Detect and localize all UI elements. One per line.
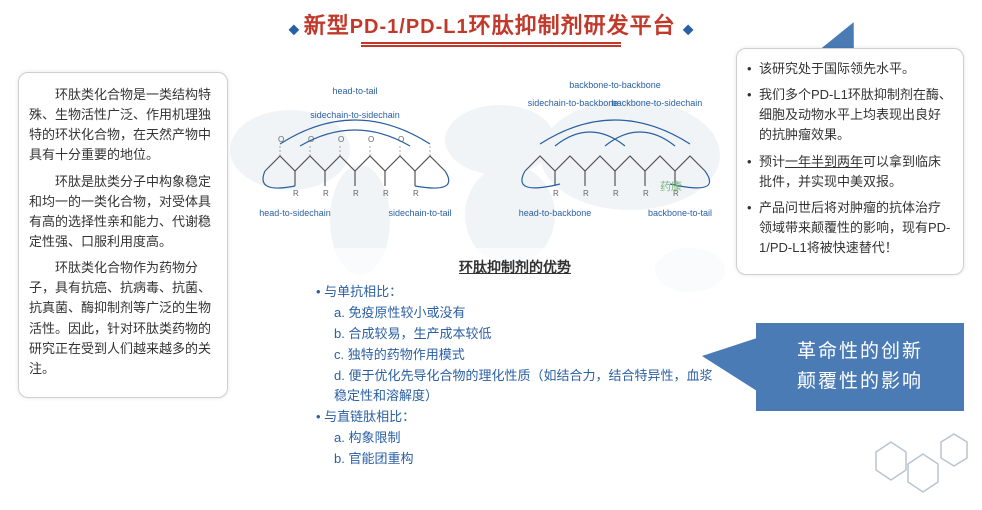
- title-bar: ◆ 新型PD-1/PD-L1环肽抑制剂研发平台 ◆: [0, 0, 982, 48]
- svg-text:R: R: [583, 189, 589, 198]
- lbl-bb-to-bb: backbone-to-backbone: [569, 80, 661, 90]
- right-highlights-box: 该研究处于国际领先水平。 我们多个PD-L1环肽抑制剂在酶、细胞及动物水平上均表…: [736, 48, 964, 275]
- chem-structures: R R R R R O O O O O head-to-tail sidechain-to-si…: [245, 76, 735, 226]
- lbl-head-to-sc: head-to-sidechain: [259, 208, 331, 218]
- adv-h1: • 与单抗相比：: [316, 282, 718, 303]
- lbl-bb-to-sc: backbone-to-sidechain: [612, 98, 703, 108]
- svg-text:R: R: [613, 189, 619, 198]
- lbl-sc-to-bb: sidechain-to-backbone: [528, 98, 619, 108]
- svg-text:R: R: [553, 189, 559, 198]
- left-p2: 环肽是肽类分子中构象稳定和均一的一类化合物，对受体具有高的选择性亲和能力、代谢稳…: [29, 172, 217, 253]
- lbl-head-to-bb: head-to-backbone: [519, 208, 592, 218]
- svg-text:O: O: [368, 135, 374, 144]
- adv-c: c. 独特的药物作用模式: [334, 345, 718, 366]
- title-pre: 新型: [304, 13, 350, 38]
- left-description-box: 环肽类化合物是一类结构特殊、生物活性广泛、作用机理独特的环状化合物，在天然产物中…: [18, 72, 228, 398]
- svg-text:O: O: [338, 135, 344, 144]
- svg-text:R: R: [353, 189, 359, 198]
- right-b1: 该研究处于国际领先水平。: [747, 59, 953, 79]
- title-post: 环肽抑制剂研发平台: [469, 13, 676, 38]
- svg-text:R: R: [383, 189, 389, 198]
- diamond-left: ◆: [288, 20, 299, 36]
- callout-line1: 革命性的创新: [797, 337, 923, 367]
- watermark: 药康: [660, 178, 682, 194]
- svg-text:R: R: [293, 189, 299, 198]
- right-b3: 预计一年半到两年可以拿到临床批件，并实现中美双报。: [747, 152, 953, 192]
- svg-text:R: R: [643, 189, 649, 198]
- title-underline: [361, 42, 621, 44]
- callout-arrow-icon: [702, 338, 757, 391]
- svg-text:O: O: [278, 135, 284, 144]
- right-b4: 产品问世后将对肿瘤的抗体治疗领域带来颠覆性的影响，现有PD-1/PD-L1将被快…: [747, 198, 953, 258]
- adv-h2: • 与直链肽相比：: [316, 407, 718, 428]
- adv-b: b. 合成较易，生产成本较低: [334, 324, 718, 345]
- lbl-sc-to-tail: sidechain-to-tail: [388, 208, 451, 218]
- blue-callout: 革命性的创新 颠覆性的影响: [756, 323, 964, 411]
- title-mid: PD-1/PD-L1: [350, 16, 469, 38]
- adv-a: a. 免疫原性较小或没有: [334, 303, 718, 324]
- adv-a2: a. 构象限制: [334, 428, 718, 449]
- lbl-sc-to-sc: sidechain-to-sidechain: [310, 110, 400, 120]
- svg-text:O: O: [398, 135, 404, 144]
- right-b2: 我们多个PD-L1环肽抑制剂在酶、细胞及动物水平上均表现出良好的抗肿瘤效果。: [747, 85, 953, 145]
- svg-text:R: R: [413, 189, 419, 198]
- adv-b2: b. 官能团重构: [334, 449, 718, 470]
- adv-d: d. 便于优化先导化合物的理化性质（如结合力，结合特异性，血浆稳定性和溶解度）: [334, 366, 718, 408]
- advantage-box: 环肽抑制剂的优势 • 与单抗相比： a. 免疫原性较小或没有 b. 合成较易，生…: [300, 248, 730, 482]
- lbl-head-to-tail: head-to-tail: [332, 86, 377, 96]
- lbl-bb-to-tail: backbone-to-tail: [648, 208, 712, 218]
- hexagon-decoration-icon: [846, 422, 976, 502]
- diamond-right: ◆: [683, 20, 694, 36]
- svg-text:O: O: [308, 135, 314, 144]
- svg-text:R: R: [323, 189, 329, 198]
- callout-line2: 颠覆性的影响: [797, 367, 923, 397]
- left-p3: 环肽类化合物作为药物分子，具有抗癌、抗病毒、抗菌、抗真菌、酶抑制剂等广泛的生物活…: [29, 258, 217, 379]
- advantage-title: 环肽抑制剂的优势: [312, 256, 718, 278]
- left-p1: 环肽类化合物是一类结构特殊、生物活性广泛、作用机理独特的环状化合物，在天然产物中…: [29, 85, 217, 166]
